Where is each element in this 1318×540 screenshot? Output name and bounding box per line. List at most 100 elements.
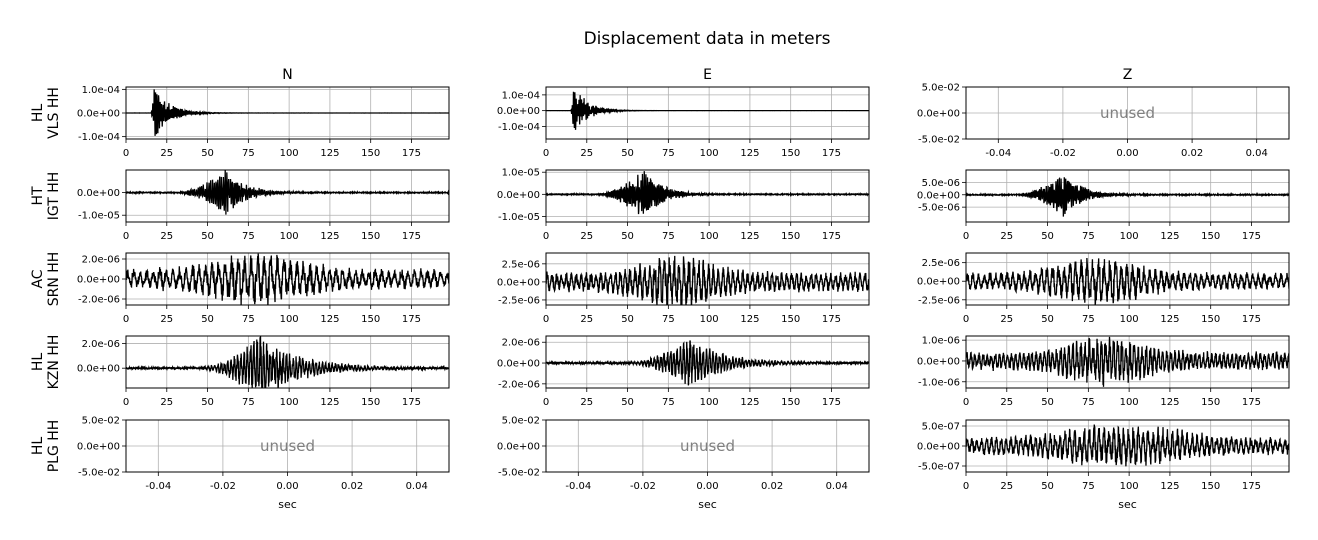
x-tick-label: 125 — [740, 231, 759, 242]
seismogram-trace — [966, 257, 1289, 305]
column-title-1: E — [703, 67, 712, 83]
x-tick-label: 50 — [1041, 481, 1054, 492]
seismogram-trace — [546, 171, 869, 215]
x-tick-label: 75 — [242, 314, 255, 325]
x-tick-label: 100 — [700, 148, 719, 159]
x-tick-label: 125 — [740, 314, 759, 325]
y-tick-label: -5.0e-02 — [918, 135, 960, 146]
panel-frame — [125, 86, 450, 140]
panel-r1-c2: 0 25 50 75 100 125 150 175 5.0e-060.0e+00 -5.0e-0… — [917, 169, 1290, 242]
x-tick-label: 100 — [700, 397, 719, 408]
x-tick-label: 50 — [621, 148, 634, 159]
row-label-network-0: HL — [30, 104, 46, 123]
y-tick-label: -2.5e-06 — [918, 295, 960, 306]
x-tick-label: 50 — [201, 314, 214, 325]
y-tick-label: -1.0e-05 — [498, 212, 540, 223]
row-label-station-0: VLS HH — [46, 87, 62, 139]
seismogram-trace — [966, 336, 1289, 387]
x-tick-label: 25 — [1000, 481, 1013, 492]
panel-frame — [125, 252, 450, 306]
y-tick-label: -2.0e-06 — [498, 379, 540, 390]
x-tick-label: 125 — [320, 148, 339, 159]
x-tick-label: 25 — [1000, 231, 1013, 242]
y-tick-label: 0.0e+00 — [917, 442, 960, 453]
x-tick-label: 75 — [662, 231, 675, 242]
x-tick-label: 150 — [361, 148, 380, 159]
y-tick-label: 0.0e+00 — [917, 356, 960, 367]
x-tick-label: -0.02 — [1050, 148, 1076, 159]
x-tick-label: -0.02 — [630, 481, 656, 492]
y-tick-label: 0.0e+00 — [497, 277, 540, 288]
y-tick-label: -5.0e-02 — [78, 468, 120, 479]
x-tick-label: 175 — [822, 148, 841, 159]
seismogram-trace — [546, 91, 869, 130]
x-tick-label: 50 — [621, 397, 634, 408]
seismogram-trace — [126, 253, 449, 305]
x-tick-label: 0.04 — [406, 481, 428, 492]
y-tick-label: 0.0e+00 — [77, 364, 120, 375]
x-tick-label: 75 — [1082, 231, 1095, 242]
x-tick-label: 150 — [781, 397, 800, 408]
y-tick-label: -1.0e-06 — [918, 377, 960, 388]
x-tick-label: 150 — [781, 148, 800, 159]
x-tick-label: 100 — [280, 231, 299, 242]
x-tick-label: 0 — [543, 231, 549, 242]
x-tick-label: 150 — [1201, 481, 1220, 492]
x-tick-label: 50 — [621, 314, 634, 325]
panel-frame — [965, 169, 1290, 223]
x-tick-label: 100 — [700, 231, 719, 242]
y-tick-label: 0.0e+00 — [497, 190, 540, 201]
x-tick-label: 100 — [700, 314, 719, 325]
x-tick-label: -0.04 — [145, 481, 171, 492]
x-axis-label-2: sec — [1118, 498, 1137, 511]
x-tick-label: 175 — [402, 397, 421, 408]
x-tick-label: 25 — [580, 148, 593, 159]
x-tick-label: 150 — [1201, 397, 1220, 408]
panel-r0-c2: -0.04 -0.02 0.00 0.02 0.04 5.0e-02 0.0e+00 -5.0… — [917, 83, 1290, 159]
x-tick-label: 175 — [1242, 314, 1261, 325]
x-tick-label: 100 — [280, 148, 299, 159]
y-tick-label: 5.0e-06 — [922, 178, 960, 189]
column-title-0: N — [282, 67, 292, 83]
x-tick-label: 25 — [160, 397, 173, 408]
unused-label: unused — [260, 437, 315, 455]
x-tick-label: 175 — [402, 231, 421, 242]
unused-label: unused — [1100, 104, 1155, 122]
x-tick-label: -0.02 — [210, 481, 236, 492]
panel-frame — [545, 419, 870, 473]
x-tick-label: 50 — [201, 148, 214, 159]
x-tick-label: 125 — [740, 397, 759, 408]
y-tick-label: 2.0e-06 — [502, 338, 540, 349]
y-tick-label: 2.5e-06 — [922, 258, 960, 269]
x-tick-label: 150 — [781, 314, 800, 325]
x-tick-label: 0.02 — [341, 481, 363, 492]
y-tick-label: 0.0e+00 — [917, 190, 960, 201]
y-tick-label: 0.0e+00 — [917, 277, 960, 288]
x-tick-label: 50 — [1041, 314, 1054, 325]
y-tick-label: 2.0e-06 — [82, 339, 120, 350]
y-tick-label: 0.0e+00 — [77, 442, 120, 453]
panel-frame — [545, 252, 870, 306]
row-label-station-1: IGT HH — [46, 172, 62, 221]
panel-frame — [965, 252, 1290, 306]
panel-frame — [965, 419, 1290, 473]
x-tick-label: 175 — [822, 314, 841, 325]
x-tick-label: 175 — [822, 397, 841, 408]
panel-r1-c1: 0 25 50 75 100 125 150 175 1.0e-05 0.0e+00 -1.0e-0… — [497, 168, 870, 242]
panel-frame — [125, 169, 450, 223]
panel-r4-c2: 0 25 50 75 100 125 150 175 5.0e-07 0.0e+00 -5.0e-0… — [917, 419, 1290, 492]
panel-r2-c2: 0 25 50 75 100 125 150 175 2.5e-06 0.0e+00 -2.5e-0… — [917, 252, 1290, 325]
y-tick-label: 0.0e+00 — [917, 109, 960, 120]
x-tick-label: 100 — [280, 397, 299, 408]
x-tick-label: 175 — [402, 148, 421, 159]
seismogram-trace — [966, 176, 1289, 217]
x-tick-label: 125 — [740, 148, 759, 159]
x-tick-label: 0.02 — [761, 481, 783, 492]
x-tick-label: 25 — [1000, 397, 1013, 408]
x-tick-label: 0 — [543, 148, 549, 159]
x-axis-label-0: sec — [278, 498, 297, 511]
y-tick-label: 5.0e-02 — [922, 83, 960, 94]
x-tick-label: 0.04 — [826, 481, 848, 492]
y-tick-label: -5.0e-07 — [918, 462, 960, 473]
x-tick-label: 50 — [1041, 231, 1054, 242]
